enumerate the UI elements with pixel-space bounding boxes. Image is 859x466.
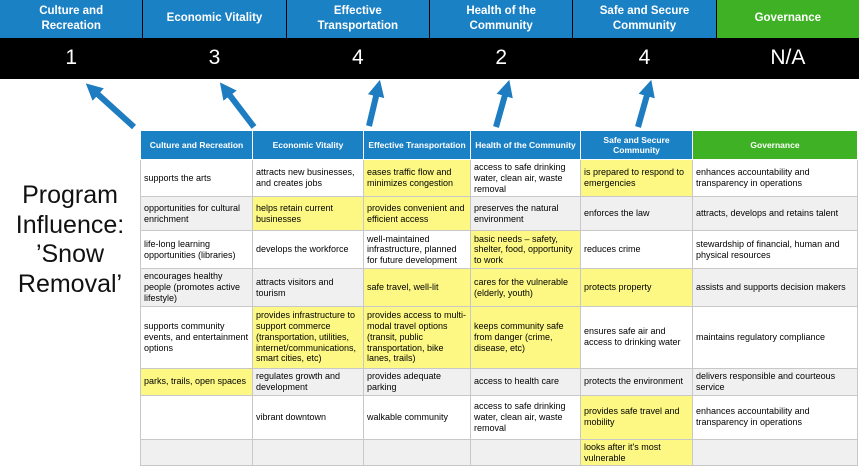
matrix-cell: access to health care	[470, 367, 581, 396]
matrix-column-header: Economic Vitality	[252, 130, 364, 160]
matrix-cell: ensures safe air and access to drinking …	[580, 305, 693, 369]
matrix-cell	[252, 438, 364, 466]
matrix-cell-highlighted: is prepared to respond to emergencies	[580, 158, 693, 198]
pillar-header: Effective Transportation	[286, 0, 429, 38]
matrix-cell: access to safe drinking water, clean air…	[470, 394, 581, 440]
matrix-column-header: Governance	[692, 130, 858, 160]
matrix-cell: attracts new businesses, and creates job…	[252, 158, 364, 198]
matrix-cell: develops the workforce	[252, 230, 364, 270]
matrix-cell-highlighted: safe travel, well-lit	[363, 268, 471, 307]
matrix-cell: stewardship of financial, human and phys…	[692, 230, 858, 270]
matrix-cell-highlighted: provides safe travel and mobility	[580, 394, 693, 440]
matrix-cell: preserves the natural environment	[470, 196, 581, 232]
matrix-cell: enforces the law	[580, 196, 693, 232]
matrix-cell-highlighted: parks, trails, open spaces	[140, 367, 253, 396]
matrix-cell	[140, 438, 253, 466]
matrix-cell: supports community events, and entertain…	[140, 305, 253, 369]
matrix-cell: opportunities for cultural enrichment	[140, 196, 253, 232]
matrix-cell: walkable community	[363, 394, 471, 440]
up-arrow-icon	[85, 83, 137, 130]
matrix-cell: delivers responsible and courteous servi…	[692, 367, 858, 396]
pillar-header: Safe and Secure Community	[573, 0, 716, 38]
pillar-score-row: 1 3 4 2 4 N/A	[0, 38, 859, 78]
matrix-cell-highlighted: provides access to multi-modal travel op…	[363, 305, 471, 369]
matrix-cell: enhances accountability and transparency…	[692, 394, 858, 440]
pillar-header: Culture and Recreation	[0, 0, 143, 38]
pillar-header: Health of the Community	[429, 0, 573, 38]
matrix-cell-highlighted: eases traffic flow and minimizes congest…	[363, 158, 471, 198]
matrix-cell: attracts visitors and tourism	[252, 268, 364, 307]
matrix-row: encourages healthy people (promotes acti…	[140, 268, 858, 307]
matrix-cell: life-long learning opportunities (librar…	[140, 230, 253, 270]
pillar-score: N/A	[716, 38, 859, 78]
program-title: Program Influence: ’Snow Removal’	[15, 181, 125, 298]
matrix-cell: attracts, develops and retains talent	[692, 196, 858, 232]
matrix-row: looks after it's most vulnerable	[140, 438, 858, 466]
matrix-header-row: Culture and Recreation Economic Vitality E…	[140, 130, 858, 160]
pillar-score: 3	[143, 38, 286, 78]
matrix-cell: encourages healthy people (promotes acti…	[140, 268, 253, 307]
matrix-cell: enhances accountability and transparency…	[692, 158, 858, 198]
matrix-cell: protects the environment	[580, 367, 693, 396]
matrix-cell-highlighted: protects property	[580, 268, 693, 307]
matrix-row: parks, trails, open spaces regulates grow…	[140, 367, 858, 396]
matrix-cell-highlighted: provides infrastructure to support comme…	[252, 305, 364, 369]
matrix-row: vibrant downtown walkable community access…	[140, 394, 858, 440]
matrix-column-header: Effective Transportation	[363, 130, 471, 160]
matrix-cell-highlighted: helps retain current businesses	[252, 196, 364, 232]
matrix-column-header: Safe and Secure Community	[580, 130, 693, 160]
up-arrow-icon	[635, 79, 655, 128]
influence-arrows	[85, 79, 655, 130]
up-arrow-icon	[366, 79, 385, 127]
matrix-row: life-long learning opportunities (librar…	[140, 230, 858, 270]
matrix-cell	[470, 438, 581, 466]
matrix-column-header: Health of the Community	[470, 130, 581, 160]
matrix-column-header: Culture and Recreation	[140, 130, 253, 160]
matrix-cell: assists and supports decision makers	[692, 268, 858, 307]
matrix-cell-highlighted: provides convenient and efficient access	[363, 196, 471, 232]
matrix-cell: well-maintained infrastructure, planned …	[363, 230, 471, 270]
matrix-cell-highlighted: basic needs – safety, shelter, food, opp…	[470, 230, 581, 270]
matrix-cell: access to safe drinking water, clean air…	[470, 158, 581, 198]
up-arrow-icon	[219, 82, 257, 129]
matrix-cell	[140, 394, 253, 440]
matrix-cell: vibrant downtown	[252, 394, 364, 440]
pillar-header: Governance	[716, 0, 859, 38]
matrix-cell: supports the arts	[140, 158, 253, 198]
pillar-score: 1	[0, 38, 143, 78]
matrix-cell: reduces crime	[580, 230, 693, 270]
pillar-header-row: Culture and Recreation Economic Vitality E…	[0, 0, 859, 38]
matrix-cell	[363, 438, 471, 466]
matrix-row: supports the arts attracts new businesses…	[140, 158, 858, 198]
matrix-row: opportunities for cultural enrichment hel…	[140, 196, 858, 232]
matrix-cell-highlighted: looks after it's most vulnerable	[580, 438, 693, 466]
matrix-cell-highlighted: cares for the vulnerable (elderly, youth…	[470, 268, 581, 307]
up-arrow-icon	[493, 79, 513, 128]
pillar-score: 4	[573, 38, 716, 78]
matrix-cell-highlighted: keeps community safe from danger (crime,…	[470, 305, 581, 369]
matrix-cell	[692, 438, 858, 466]
matrix-cell: maintains regulatory compliance	[692, 305, 858, 369]
influence-matrix-table: Culture and Recreation Economic Vitality E…	[140, 130, 858, 466]
pillar-score: 4	[286, 38, 429, 78]
matrix-row: supports community events, and entertain…	[140, 305, 858, 369]
matrix-body: supports the arts attracts new businesses…	[140, 158, 858, 466]
matrix-cell: regulates growth and development	[252, 367, 364, 396]
scoreboard-panel: Culture and Recreation Economic Vitality E…	[0, 0, 859, 79]
pillar-header: Economic Vitality	[143, 0, 286, 38]
pillar-score: 2	[429, 38, 573, 78]
matrix-cell: provides adequate parking	[363, 367, 471, 396]
